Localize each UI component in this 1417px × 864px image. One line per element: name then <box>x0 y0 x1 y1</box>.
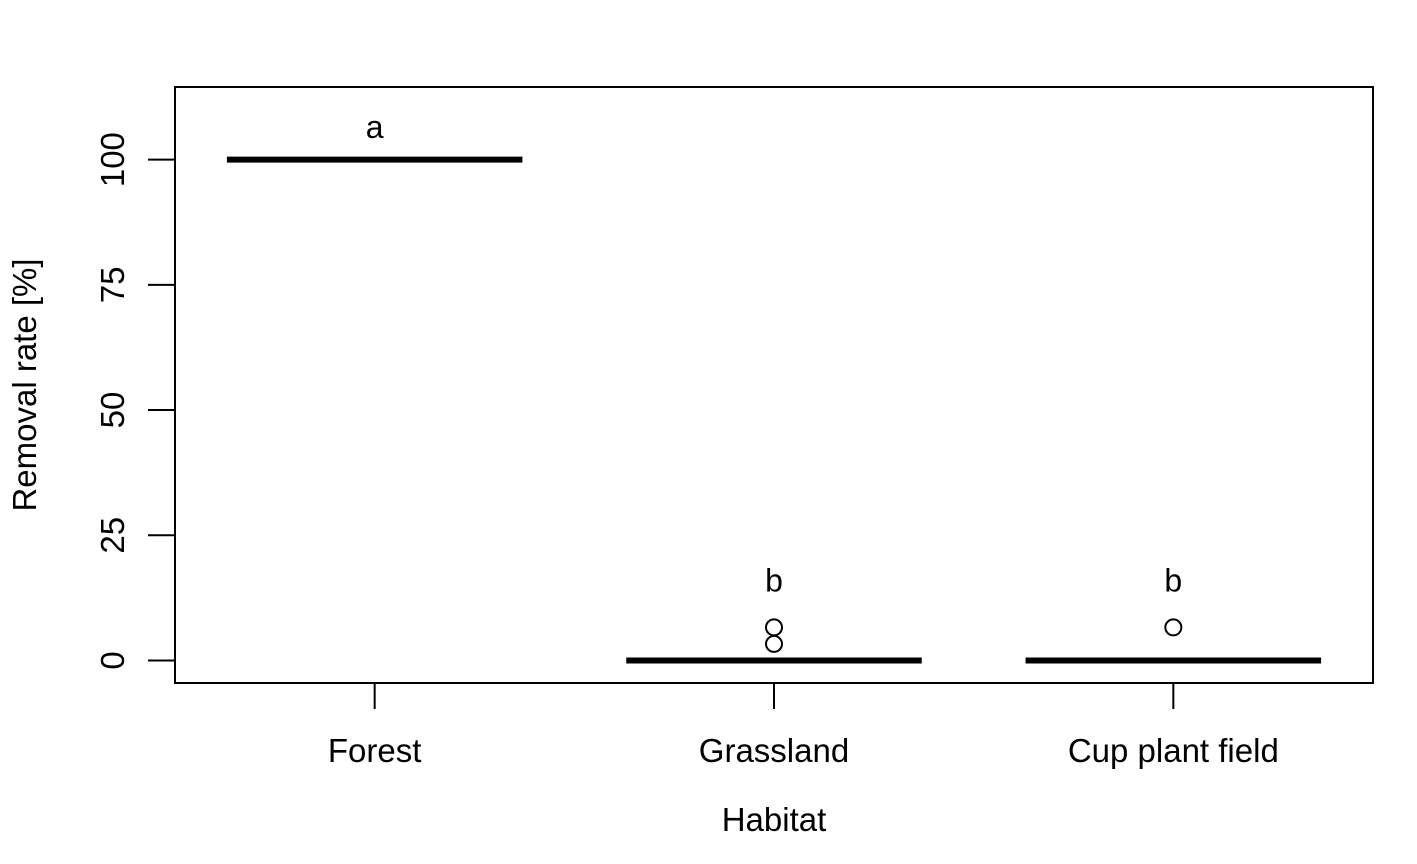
significance-letter: b <box>765 562 783 598</box>
y-tick-label: 50 <box>94 392 131 429</box>
box-group <box>226 156 1322 664</box>
x-axis-title: Habitat <box>722 801 827 838</box>
outlier-point <box>1164 618 1183 637</box>
x-tick-label: Forest <box>328 732 422 769</box>
annotation-group: a b b <box>366 109 1182 598</box>
y-tick-label: 0 <box>94 651 131 669</box>
outlier-point <box>765 634 783 653</box>
y-tick-label: 75 <box>94 266 131 303</box>
x-tick-label: Cup plant field <box>1068 732 1279 769</box>
significance-letter: a <box>366 109 384 145</box>
y-axis: 0 25 50 75 100 <box>94 132 175 670</box>
y-tick-label: 100 <box>94 132 131 187</box>
y-tick-label: 25 <box>94 517 131 554</box>
x-tick-label: Grassland <box>699 732 849 769</box>
significance-letter: b <box>1164 562 1182 598</box>
y-axis-title: Removal rate [%] <box>6 258 43 511</box>
x-axis: Forest Grassland Cup plant field <box>328 683 1279 769</box>
outlier-point <box>765 618 783 637</box>
